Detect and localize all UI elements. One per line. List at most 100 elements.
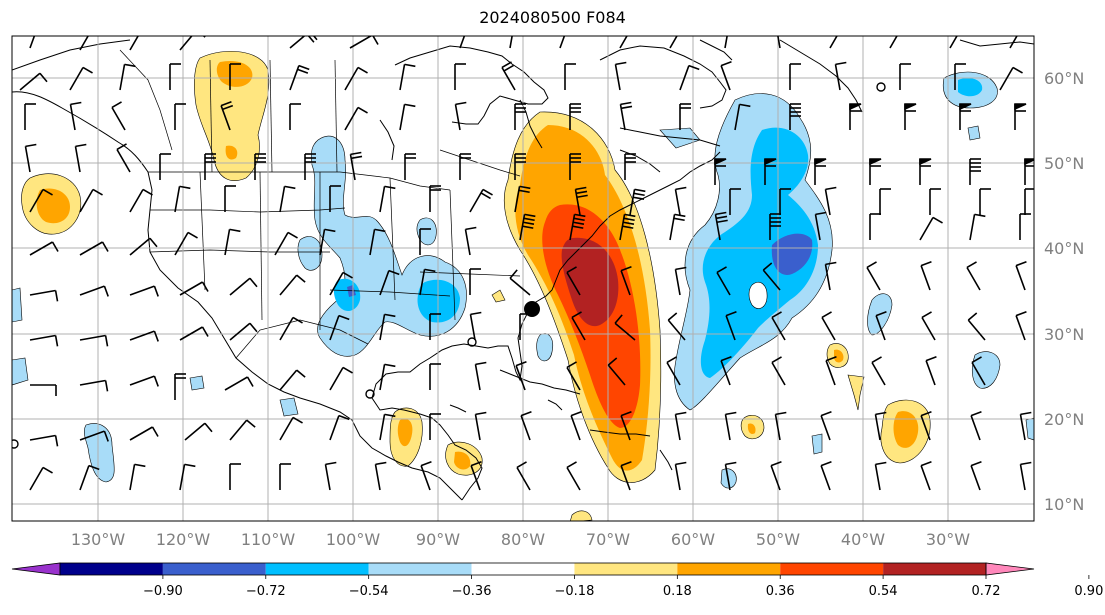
wind-barb xyxy=(814,158,827,185)
wind-barb xyxy=(1024,188,1034,215)
wind-barb xyxy=(514,103,526,130)
wind-barb xyxy=(349,151,363,181)
wind-barb xyxy=(874,461,887,491)
wind-barb xyxy=(420,461,432,491)
colorbar-extend-low xyxy=(11,562,61,576)
wind-barb xyxy=(224,376,254,391)
wind-barb xyxy=(79,285,109,297)
wind-barb xyxy=(224,185,236,212)
wind-barb xyxy=(229,463,241,490)
wind-barb xyxy=(24,143,37,173)
wind-barb xyxy=(624,153,636,180)
wind-barb xyxy=(674,461,687,491)
wind-barb xyxy=(1009,36,1018,49)
wind-barb xyxy=(724,461,737,491)
wind-barb xyxy=(814,211,827,241)
wind-barb xyxy=(821,311,836,341)
wind-barb xyxy=(620,411,632,441)
wind-barb xyxy=(129,375,159,387)
colorbar-segment xyxy=(60,563,163,575)
wind-barb xyxy=(566,266,581,296)
wind-barb xyxy=(519,213,536,241)
wind-barb xyxy=(74,143,87,173)
wind-barb xyxy=(304,153,316,180)
wind-barb xyxy=(920,411,932,441)
wind-barb xyxy=(620,461,632,491)
wind-barb xyxy=(570,411,582,441)
wind-barb xyxy=(674,411,687,441)
storm-center-marker xyxy=(524,301,540,317)
wind-barb xyxy=(69,66,93,91)
wind-barb xyxy=(69,101,82,131)
wind-barb xyxy=(429,185,441,212)
wind-barb xyxy=(229,63,241,90)
lat-label: 60°N xyxy=(1044,69,1084,88)
lat-label: 30°N xyxy=(1044,325,1084,344)
wind-barb xyxy=(666,356,681,386)
wind-barb xyxy=(79,241,109,256)
wind-barb xyxy=(349,36,379,49)
wind-barb xyxy=(279,185,296,213)
wind-barb xyxy=(904,103,917,130)
wind-barb xyxy=(469,268,481,295)
wind-barb xyxy=(771,356,786,386)
wind-barb xyxy=(789,63,801,90)
wind-barb xyxy=(925,356,937,386)
lat-label: 40°N xyxy=(1044,239,1084,258)
wind-barb xyxy=(329,366,353,391)
colorbar-segment xyxy=(368,563,472,575)
wind-barb xyxy=(30,384,57,396)
wind-barb xyxy=(1019,461,1032,491)
colorbar-segment xyxy=(471,563,575,575)
wind-barb xyxy=(629,188,646,216)
wind-barb xyxy=(79,430,109,442)
wind-barb xyxy=(19,72,48,91)
wind-barb xyxy=(559,36,566,49)
wind-barb xyxy=(516,461,531,491)
wind-barb xyxy=(969,158,981,185)
wind-barb xyxy=(174,103,186,130)
wind-barb xyxy=(770,461,782,491)
wind-barb xyxy=(129,36,140,51)
wind-barb xyxy=(874,411,887,441)
wind-barb xyxy=(29,334,59,347)
wind-barb xyxy=(220,101,234,131)
wind-barb xyxy=(764,158,777,185)
wind-barb xyxy=(79,379,109,392)
wind-barb xyxy=(469,188,493,213)
wind-barb xyxy=(919,158,932,185)
colorbar-tick-label: −0.72 xyxy=(246,584,286,599)
lon-label: 90°W xyxy=(416,530,460,549)
wind-barb xyxy=(515,361,527,391)
wind-barb xyxy=(929,188,941,215)
wind-barb xyxy=(174,373,186,400)
wind-barb xyxy=(954,63,966,90)
wind-barb xyxy=(289,36,318,49)
wind-barb xyxy=(762,262,781,291)
wind-barb xyxy=(920,461,932,491)
wind-barb xyxy=(619,101,633,131)
wind-barb xyxy=(724,36,728,49)
lon-label: 50°W xyxy=(756,530,800,549)
lat-label: 20°N xyxy=(1044,410,1084,429)
wind-barb xyxy=(569,103,581,130)
wind-barb xyxy=(29,434,59,447)
wind-barb xyxy=(729,188,741,215)
wind-barb xyxy=(514,153,526,180)
wind-barb xyxy=(474,411,487,441)
wind-barb xyxy=(979,188,991,215)
wind-barb xyxy=(429,363,441,390)
wind-barb xyxy=(724,411,737,441)
wind-barb xyxy=(374,461,387,491)
map-frame xyxy=(11,35,1035,522)
wind-barb xyxy=(474,361,487,391)
wind-barb xyxy=(564,63,576,90)
wind-barb xyxy=(329,271,353,296)
wind-barb xyxy=(970,411,982,441)
lon-label: 30°W xyxy=(926,530,970,549)
colorbar-tick-label: −0.90 xyxy=(143,584,183,599)
wind-barb xyxy=(824,261,837,291)
wind-barb xyxy=(520,411,532,441)
wind-barb xyxy=(820,461,832,491)
wind-barb xyxy=(920,261,932,291)
